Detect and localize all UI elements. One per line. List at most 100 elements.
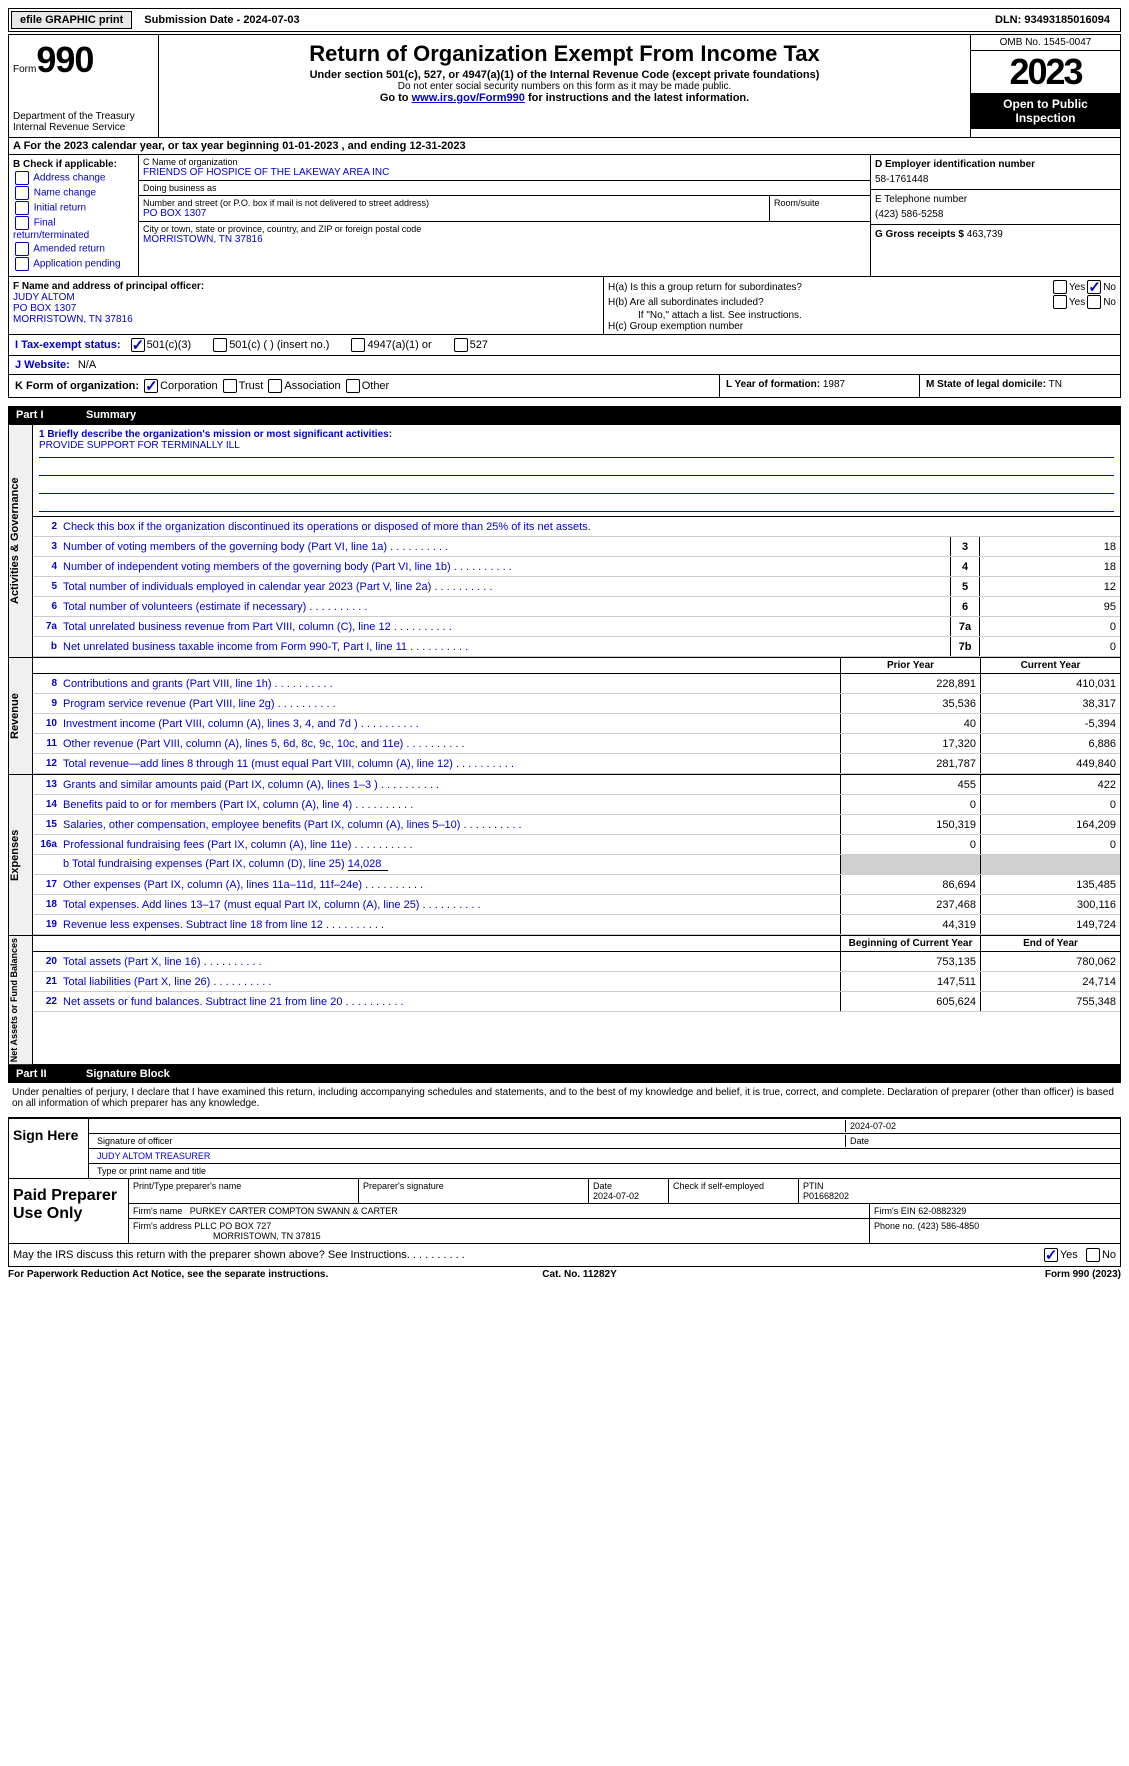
omb-number: OMB No. 1545-0047 — [971, 35, 1120, 51]
discuss-no-checkbox[interactable] — [1086, 1248, 1100, 1262]
catalog-number: Cat. No. 11282Y — [542, 1269, 616, 1280]
summary-line: 5Total number of individuals employed in… — [33, 577, 1120, 597]
4947-checkbox[interactable] — [351, 338, 365, 352]
firm-ein: 62-0882329 — [918, 1206, 966, 1216]
mission-text: PROVIDE SUPPORT FOR TERMINALLY ILL — [39, 440, 1114, 458]
summary-section: Activities & Governance 1 Briefly descri… — [8, 424, 1121, 658]
ein: 58-1761448 — [875, 174, 1116, 185]
phone: (423) 586-5258 — [875, 209, 1116, 220]
fundraising-total: 14,028 — [348, 858, 388, 871]
trust-checkbox[interactable] — [223, 379, 237, 393]
firm-phone: (423) 586-4850 — [918, 1221, 980, 1231]
summary-line: 7aTotal unrelated business revenue from … — [33, 617, 1120, 637]
paid-preparer-label: Paid Preparer Use Only — [9, 1179, 129, 1243]
corp-checkbox[interactable] — [144, 379, 158, 393]
501c3-checkbox[interactable] — [131, 338, 145, 352]
net-assets-tab: Net Assets or Fund Balances — [9, 936, 33, 1064]
submission-date: Submission Date - 2024-07-03 — [136, 12, 307, 28]
city-state-zip: MORRISTOWN, TN 37816 — [143, 234, 866, 245]
tax-year: 2023 — [971, 51, 1120, 93]
527-checkbox[interactable] — [454, 338, 468, 352]
summary-line: 4Number of independent voting members of… — [33, 557, 1120, 577]
summary-line: 20Total assets (Part X, line 16)753,1357… — [33, 952, 1120, 972]
assoc-checkbox[interactable] — [268, 379, 282, 393]
applicable-checkbox[interactable]: Application pending — [13, 257, 134, 271]
summary-line: bNet unrelated business taxable income f… — [33, 637, 1120, 657]
summary-line: 14Benefits paid to or for members (Part … — [33, 795, 1120, 815]
revenue-section: Revenue Prior Year Current Year 8Contrib… — [8, 658, 1121, 775]
part2-header: Part II Signature Block — [8, 1065, 1121, 1083]
applicable-checkbox[interactable]: Address change — [13, 171, 134, 185]
end-year-header: End of Year — [980, 936, 1120, 951]
summary-line: 8Contributions and grants (Part VIII, li… — [33, 674, 1120, 694]
tax-status-row: I Tax-exempt status: 501(c)(3) 501(c) ( … — [8, 335, 1121, 356]
hb-no-checkbox[interactable] — [1087, 295, 1101, 309]
perjury-declaration: Under penalties of perjury, I declare th… — [8, 1083, 1121, 1113]
discuss-yes-checkbox[interactable] — [1044, 1248, 1058, 1262]
revenue-tab: Revenue — [9, 658, 33, 774]
summary-line: 16aProfessional fundraising fees (Part I… — [33, 835, 1120, 855]
entity-info: B Check if applicable: Address change Na… — [8, 155, 1121, 277]
officer-name-title: JUDY ALTOM TREASURER — [93, 1150, 1116, 1162]
hb-yes-checkbox[interactable] — [1053, 295, 1067, 309]
street-address: PO BOX 1307 — [143, 208, 765, 219]
expenses-section: Expenses 13Grants and similar amounts pa… — [8, 775, 1121, 936]
summary-line: 6Total number of volunteers (estimate if… — [33, 597, 1120, 617]
net-assets-section: Net Assets or Fund Balances Beginning of… — [8, 936, 1121, 1065]
summary-line: 21Total liabilities (Part X, line 26)147… — [33, 972, 1120, 992]
applicable-checkbox[interactable]: Amended return — [13, 242, 134, 256]
website-row: J Website: N/A — [8, 356, 1121, 375]
top-bar: efile GRAPHIC print Submission Date - 20… — [8, 8, 1121, 32]
applicable-checkbox[interactable]: Final return/terminated — [13, 216, 134, 241]
officer-sig-date: 2024-07-02 — [846, 1120, 1116, 1132]
org-name: FRIENDS OF HOSPICE OF THE LAKEWAY AREA I… — [143, 167, 866, 178]
501c-checkbox[interactable] — [213, 338, 227, 352]
discuss-row: May the IRS discuss this return with the… — [8, 1244, 1121, 1267]
officer-section: F Name and address of principal officer:… — [8, 277, 1121, 335]
summary-line: 10Investment income (Part VIII, column (… — [33, 714, 1120, 734]
page-footer: For Paperwork Reduction Act Notice, see … — [8, 1267, 1121, 1282]
ha-no-checkbox[interactable] — [1087, 280, 1101, 294]
summary-line: 18Total expenses. Add lines 13–17 (must … — [33, 895, 1120, 915]
dln: DLN: 93493185016094 — [995, 14, 1118, 26]
state-domicile: TN — [1049, 379, 1062, 390]
applicable-checkbox[interactable]: Initial return — [13, 201, 134, 215]
summary-line: 3Number of voting members of the governi… — [33, 537, 1120, 557]
open-to-public: Open to Public Inspection — [971, 93, 1120, 129]
part1-header: Part I Summary — [8, 406, 1121, 424]
summary-line: 15Salaries, other compensation, employee… — [33, 815, 1120, 835]
department-label: Department of the Treasury Internal Reve… — [13, 111, 154, 133]
other-checkbox[interactable] — [346, 379, 360, 393]
officer-name: JUDY ALTOM — [13, 292, 599, 303]
efile-print-button[interactable]: efile GRAPHIC print — [11, 11, 132, 29]
ssn-warning: Do not enter social security numbers on … — [163, 81, 966, 92]
summary-line: 13Grants and similar amounts paid (Part … — [33, 775, 1120, 795]
expenses-tab: Expenses — [9, 775, 33, 935]
summary-line: 11Other revenue (Part VIII, column (A), … — [33, 734, 1120, 754]
firm-name: PURKEY CARTER COMPTON SWANN & CARTER — [190, 1206, 398, 1216]
irs-link[interactable]: www.irs.gov/Form990 — [412, 92, 525, 104]
year-formation: 1987 — [823, 379, 845, 390]
website-value: N/A — [78, 359, 96, 371]
summary-line: 12Total revenue—add lines 8 through 11 (… — [33, 754, 1120, 774]
current-year-header: Current Year — [980, 658, 1120, 673]
summary-line: 22Net assets or fund balances. Subtract … — [33, 992, 1120, 1012]
firm-address: PLLC PO BOX 727 — [194, 1221, 271, 1231]
section-b: B Check if applicable: Address change Na… — [9, 155, 139, 276]
form-title: Return of Organization Exempt From Incom… — [163, 41, 966, 67]
summary-line: 17Other expenses (Part IX, column (A), l… — [33, 875, 1120, 895]
summary-line: 19Revenue less expenses. Subtract line 1… — [33, 915, 1120, 935]
section-c: C Name of organization FRIENDS OF HOSPIC… — [139, 155, 870, 276]
section-d: D Employer identification number 58-1761… — [870, 155, 1120, 276]
prior-year-header: Prior Year — [840, 658, 980, 673]
preparer-date: 2024-07-02 — [593, 1191, 639, 1201]
applicable-checkbox[interactable]: Name change — [13, 186, 134, 200]
ptin: P01668202 — [803, 1191, 849, 1201]
ha-yes-checkbox[interactable] — [1053, 280, 1067, 294]
gross-receipts: 463,739 — [967, 229, 1003, 240]
summary-line: 9Program service revenue (Part VIII, lin… — [33, 694, 1120, 714]
goto-line: Go to www.irs.gov/Form990 for instructio… — [163, 92, 966, 104]
form-number: Form990 — [13, 39, 154, 81]
signature-block: Sign Here 2024-07-02 Signature of office… — [8, 1117, 1121, 1244]
begin-year-header: Beginning of Current Year — [840, 936, 980, 951]
